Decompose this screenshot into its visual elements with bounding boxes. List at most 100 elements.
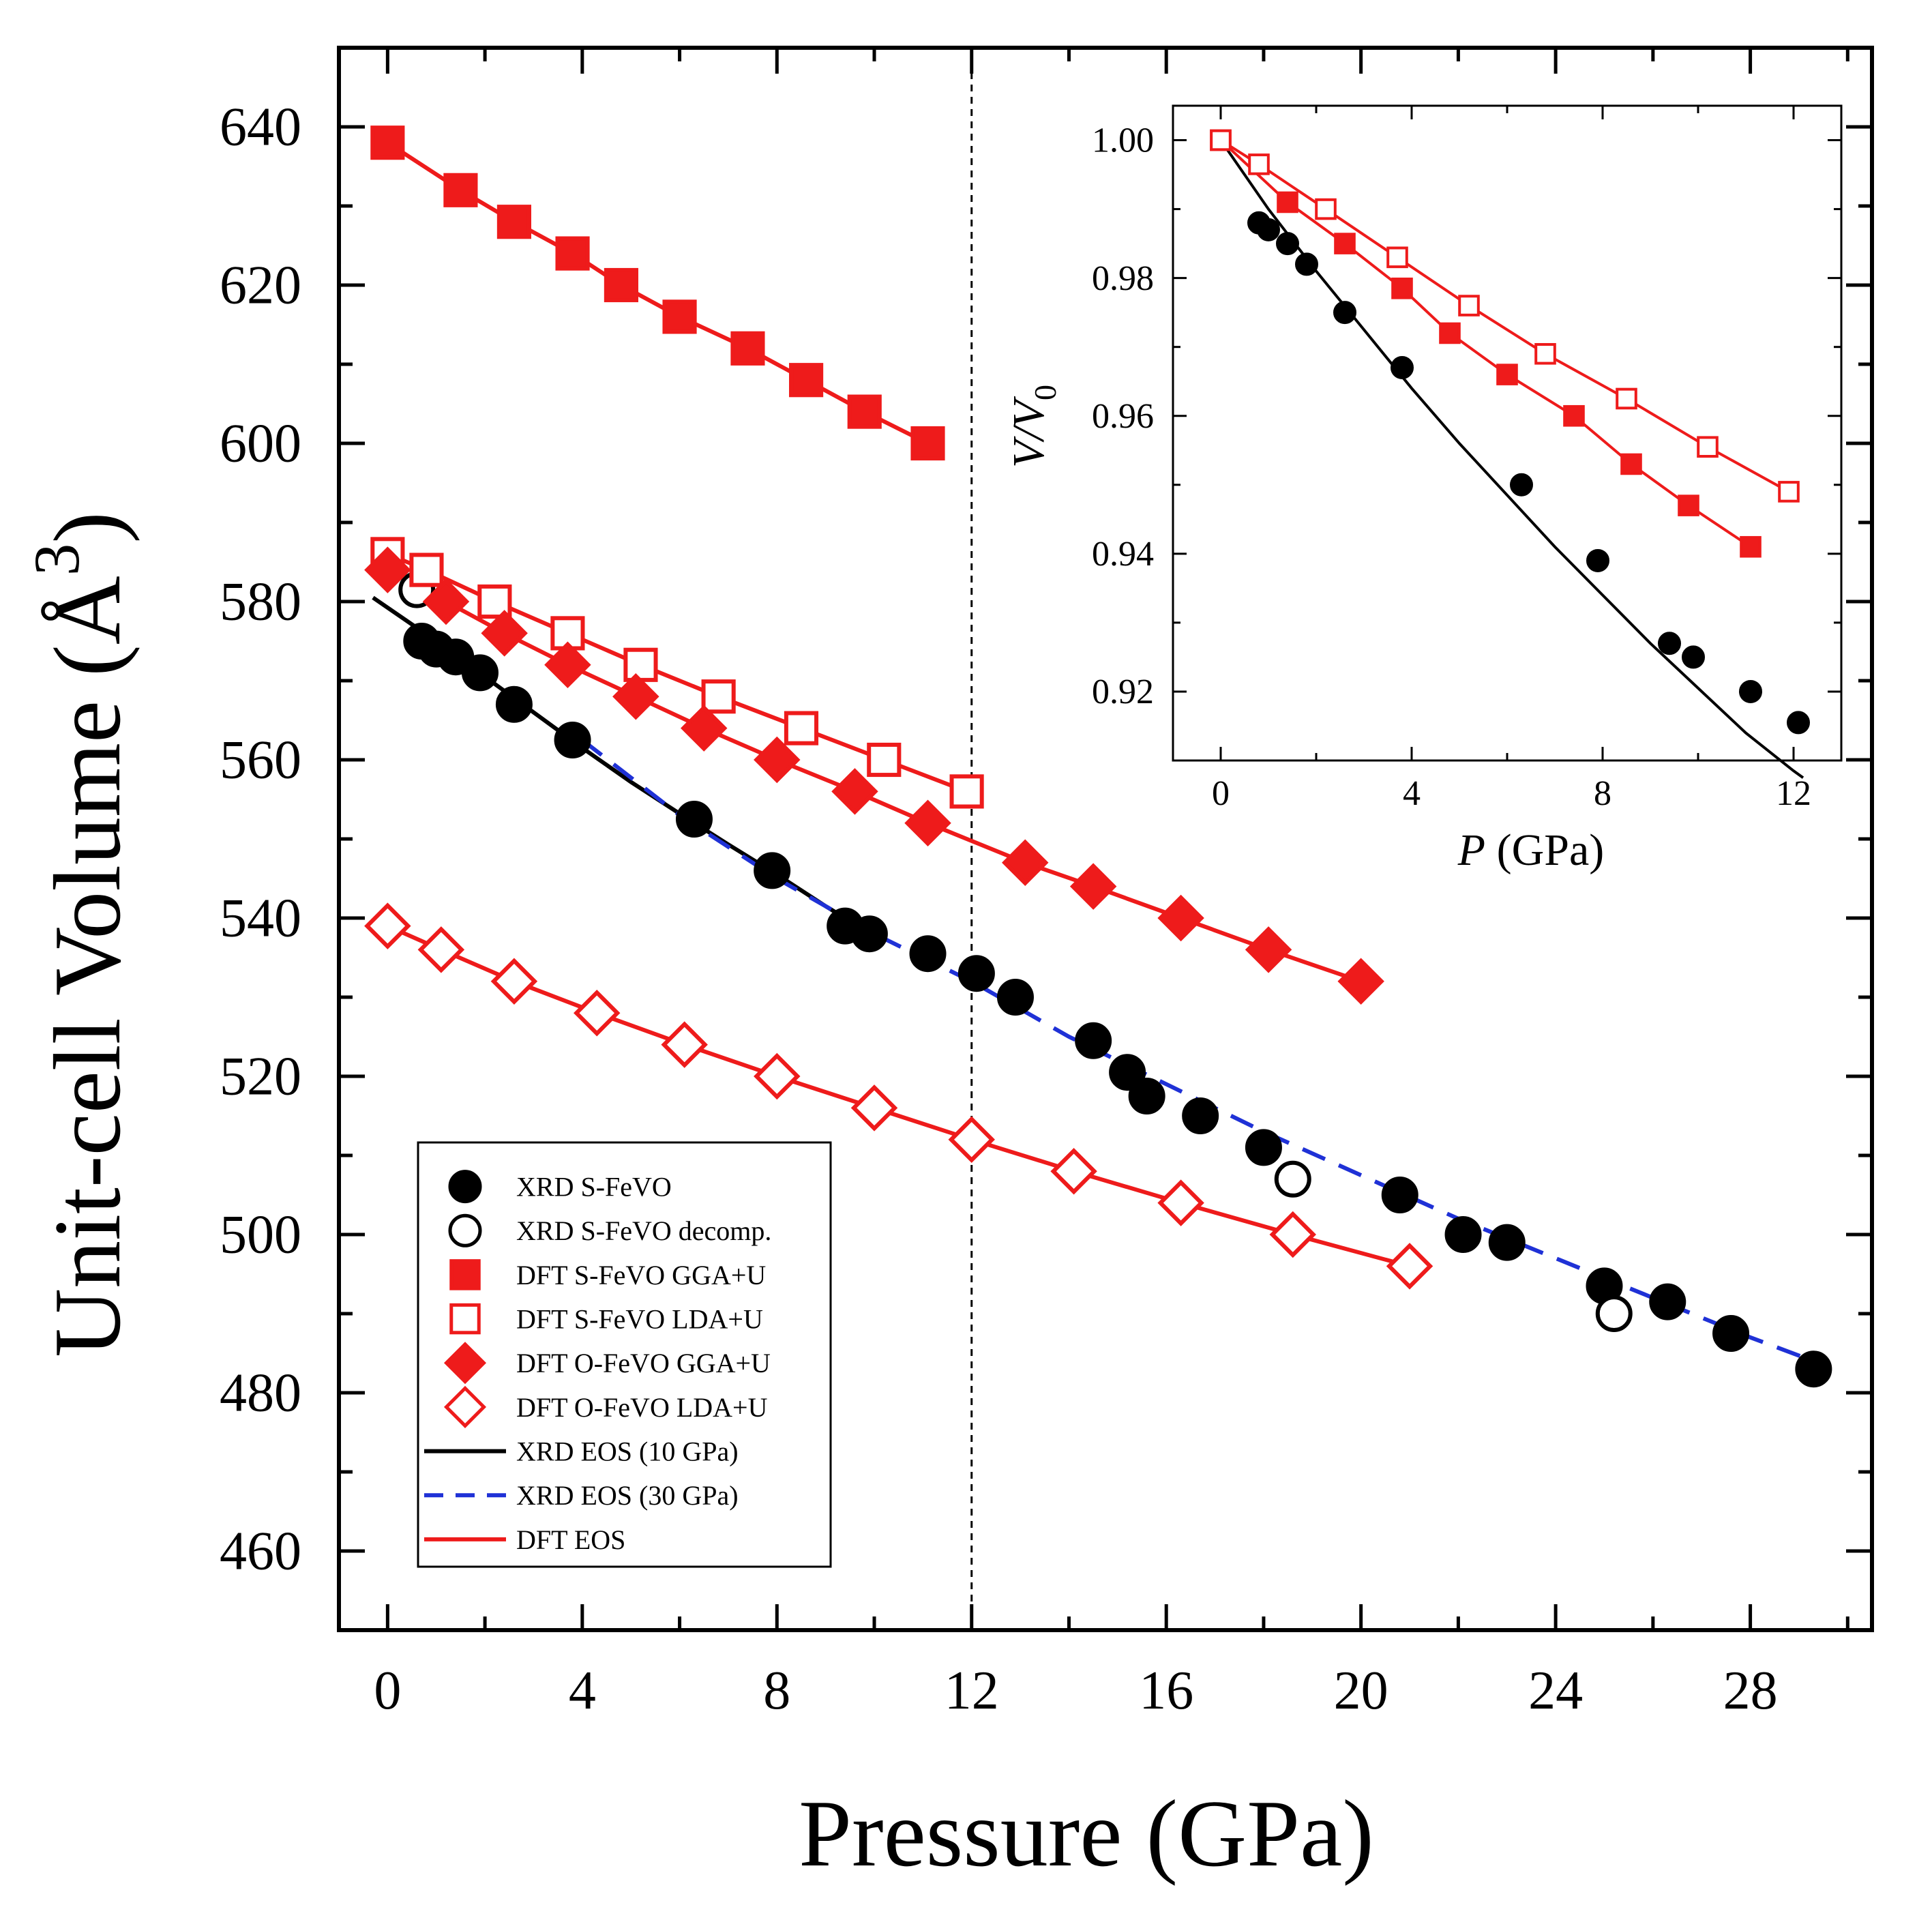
main-dft-s-fevo-gga-u-point xyxy=(662,299,697,334)
main-dft-s-fevo-gga-u-point xyxy=(555,236,590,271)
inset-xrd-eos-fit-curve xyxy=(1219,139,1804,779)
main-x-tick-label: 12 xyxy=(945,1661,999,1721)
main-xrd-s-fevo-point xyxy=(554,722,591,758)
inset-xrd-s-fevo-point xyxy=(1586,548,1609,572)
main-xrd-s-fevo-point xyxy=(1444,1216,1482,1253)
main-dft-o-fevo-lda-u-point xyxy=(1050,1147,1097,1195)
main-dft-s-fevo-lda-u-point xyxy=(784,711,819,745)
legend-xrd-s-fevo-decomp-symbol xyxy=(448,1213,482,1247)
main-dft-o-fevo-lda-u-point xyxy=(1386,1243,1433,1290)
main-dft-s-fevo-gga-u-point xyxy=(443,173,478,207)
main-dft-s-fevo-lda-u-point xyxy=(409,552,444,587)
inset-x-tick-label: 4 xyxy=(1403,774,1421,813)
legend-dft-o-fevo-lda-u-label: DFT O-FeVO LDA+U xyxy=(516,1392,768,1423)
main-dft-o-fevo-gga-u-point xyxy=(422,578,470,625)
main-xrd-s-fevo-point xyxy=(1128,1078,1165,1114)
main-dft-s-fevo-gga-u-point xyxy=(370,125,405,160)
main-y-tick-label: 600 xyxy=(220,413,301,473)
inset-dft-s-fevo-gga-u-point xyxy=(1391,277,1413,299)
legend-xrd-s-fevo-label: XRD S-FeVO xyxy=(516,1172,672,1202)
main-xrd-s-fevo-point xyxy=(996,979,1034,1016)
main-dft-s-fevo-gga-u-point xyxy=(847,394,882,429)
inset-plot-area: 0 4 8 12 0.92 0.94 0.96 0.98 1.00 xyxy=(1092,104,1843,813)
main-y-tick-label: 560 xyxy=(220,730,301,790)
main-x-tick-label: 0 xyxy=(374,1661,401,1721)
main-dft-s-fevo-lda-u-point xyxy=(623,647,658,682)
inset-xrd-s-fevo-point xyxy=(1739,679,1762,703)
inset-xrd-s-fevo-point xyxy=(1682,645,1705,669)
inset-xrd-s-fevo-point xyxy=(1787,711,1810,735)
inset-y-axis-label-subscript: 0 xyxy=(1028,385,1062,400)
inset-xrd-s-fevo-point xyxy=(1295,252,1318,276)
main-xrd-s-fevo-point xyxy=(1245,1129,1282,1166)
main-xrd-s-fevo-point xyxy=(1075,1022,1112,1059)
inset-xrd-s-fevo-point xyxy=(1510,473,1533,497)
legend-frame xyxy=(417,1141,832,1568)
main-dft-o-fevo-gga-u-point xyxy=(364,546,411,593)
main-dft-o-fevo-gga-u-point xyxy=(831,768,878,815)
main-y-axis-label-prefix: Unit-cell Volume (Å xyxy=(35,576,140,1357)
main-y-tick-label: 480 xyxy=(220,1363,301,1423)
inset-y-tick-label: 0.94 xyxy=(1092,535,1154,574)
main-dft-s-fevo-gga-u-point xyxy=(604,267,638,303)
main-y-axis-label-exponent: 3 xyxy=(20,544,93,576)
main-y-tick-label: 640 xyxy=(220,97,301,157)
main-dft-o-fevo-lda-u-point xyxy=(1157,1179,1204,1226)
legend-xrd-eos-10-gpa-label: XRD EOS (10 GPa) xyxy=(516,1436,739,1467)
main-dft-o-fevo-lda-u-point xyxy=(754,1052,801,1100)
inset-dft-s-fevo-lda-u-point xyxy=(1248,153,1270,175)
inset-dft-s-fevo-gga-u-point xyxy=(1563,404,1585,427)
main-x-tick-label: 20 xyxy=(1334,1661,1388,1721)
legend-dft-s-fevo-gga-u-label: DFT S-FeVO GGA+U xyxy=(516,1260,766,1290)
main-xrd-s-fevo-point xyxy=(909,935,947,973)
legend-dft-eos-label: DFT EOS xyxy=(516,1524,625,1555)
main-y-tick-label: 620 xyxy=(220,255,301,315)
legend-dft-s-fevo-lda-u-label: DFT S-FeVO LDA+U xyxy=(516,1304,763,1335)
main-dft-s-fevo-lda-u-point xyxy=(867,742,902,778)
inset-dft-s-fevo-lda-u-point xyxy=(1616,387,1637,410)
inset-dft-s-fevo-gga-u-point xyxy=(1439,322,1461,344)
main-dft-o-fevo-lda-u-point xyxy=(490,958,538,1005)
inset-dft-s-fevo-gga-u-line xyxy=(1219,139,1752,548)
inset-dft-s-fevo-lda-u-point xyxy=(1386,246,1408,269)
inset-frame xyxy=(1172,104,1843,762)
main-xrd-s-fevo-point xyxy=(850,915,888,953)
main-x-tick-label: 16 xyxy=(1139,1661,1193,1721)
inset-dft-s-fevo-lda-u-point xyxy=(1778,481,1800,503)
inset-y-tick-label: 1.00 xyxy=(1092,121,1154,160)
inset-xrd-s-fevo-point xyxy=(1276,232,1299,256)
main-x-axis-label: Pressure (GPa) xyxy=(799,1781,1374,1887)
inset-dft-s-fevo-lda-u-point xyxy=(1458,295,1480,316)
main-x-tick-label: 4 xyxy=(569,1661,596,1721)
inset-x-axis-label-var: P xyxy=(1457,825,1485,875)
main-xrd-s-fevo-point xyxy=(1182,1097,1219,1134)
main-y-tick-label: 540 xyxy=(220,888,301,948)
main-xrd-s-fevo-point xyxy=(1712,1315,1750,1352)
legend: XRD S-FeVO XRD S-FeVO decomp. DFT S-FeVO G… xyxy=(417,1141,832,1568)
main-x-tick-label: 28 xyxy=(1723,1661,1778,1721)
main-dft-s-fevo-lda-u-point xyxy=(477,584,512,619)
inset-x-tick-label: 0 xyxy=(1212,774,1230,813)
legend-dft-s-fevo-gga-u-symbol xyxy=(449,1259,481,1290)
main-dft-s-fevo-gga-u-point xyxy=(789,363,824,398)
main-dft-o-fevo-lda-u-point xyxy=(948,1116,995,1164)
inset-y-tick-label: 0.96 xyxy=(1092,397,1154,436)
inset-dft-s-fevo-lda-u-point xyxy=(1210,129,1232,151)
main-dft-o-fevo-lda-u-point xyxy=(661,1021,708,1068)
main-dft-o-fevo-gga-u-point xyxy=(1245,926,1292,973)
main-x-tick-label: 8 xyxy=(763,1661,790,1721)
legend-xrd-s-fevo-decomp-label: XRD S-FeVO decomp. xyxy=(516,1215,771,1246)
inset-y-axis-label: V/V0 xyxy=(1004,385,1062,468)
inset-dft-s-fevo-gga-u-point xyxy=(1334,233,1356,254)
inset-xrd-s-fevo-point xyxy=(1391,356,1414,379)
main-xrd-s-fevo-decomp-point xyxy=(1274,1160,1311,1198)
inset-x-axis-label-unit: (GPa) xyxy=(1485,825,1604,875)
main-y-tick-label: 520 xyxy=(220,1046,301,1106)
main-dft-o-fevo-gga-u-point xyxy=(1002,839,1049,887)
inset-xrd-s-fevo-point xyxy=(1257,218,1280,241)
inset-x-axis-label: P (GPa) xyxy=(1457,825,1604,875)
inset-xrd-s-fevo-point xyxy=(1333,301,1356,325)
main-dft-o-fevo-gga-u-point xyxy=(1069,863,1117,910)
inset-y-axis-label-var: V/V xyxy=(1004,396,1054,468)
